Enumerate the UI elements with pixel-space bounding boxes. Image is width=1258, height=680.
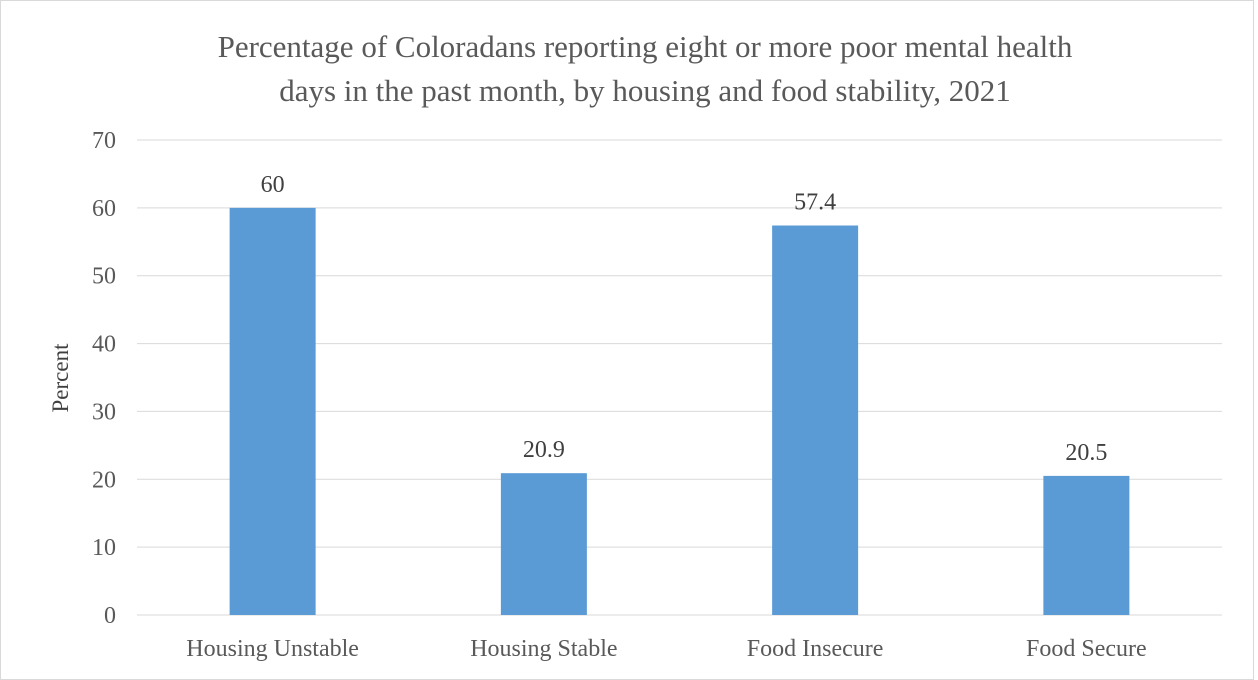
chart-title: Percentage of Coloradans reporting eight…	[218, 29, 1073, 108]
y-tick-label-70: 70	[92, 128, 116, 154]
data-label-2: 57.4	[794, 190, 836, 216]
x-axis-category-labels: Housing Unstable Housing Stable Food Insec…	[186, 636, 1146, 662]
bar-1	[500, 473, 587, 615]
y-tick-label-50: 50	[92, 264, 116, 290]
y-tick-label-40: 40	[92, 332, 116, 358]
y-tick-label-10: 10	[92, 535, 116, 561]
x-tick-label-1: Housing Stable	[470, 636, 617, 662]
bar-2	[772, 225, 859, 615]
data-label-1: 20.9	[523, 437, 565, 463]
data-label-0: 60	[261, 172, 285, 198]
y-tick-label-20: 20	[92, 467, 116, 493]
gridlines	[137, 139, 1222, 616]
chart-title-line-1: Percentage of Coloradans reporting eight…	[218, 29, 1073, 64]
data-label-3: 20.5	[1065, 440, 1107, 466]
y-axis-label: Percent	[48, 343, 73, 413]
y-tick-label-60: 60	[92, 196, 116, 222]
x-tick-label-0: Housing Unstable	[186, 636, 359, 662]
y-axis-tick-labels: 0 10 20 30 40 50 60 70	[92, 128, 116, 629]
bars	[229, 207, 1130, 615]
chart-title-line-2: days in the past month, by housing and f…	[279, 73, 1011, 108]
x-tick-label-3: Food Secure	[1026, 636, 1147, 662]
x-tick-label-2: Food Insecure	[747, 636, 884, 662]
data-labels: 60 20.9 57.4 20.5	[261, 172, 1108, 466]
y-tick-label-30: 30	[92, 399, 116, 425]
y-tick-label-0: 0	[104, 603, 116, 629]
bar-0	[229, 207, 316, 615]
bar-3	[1043, 475, 1130, 615]
